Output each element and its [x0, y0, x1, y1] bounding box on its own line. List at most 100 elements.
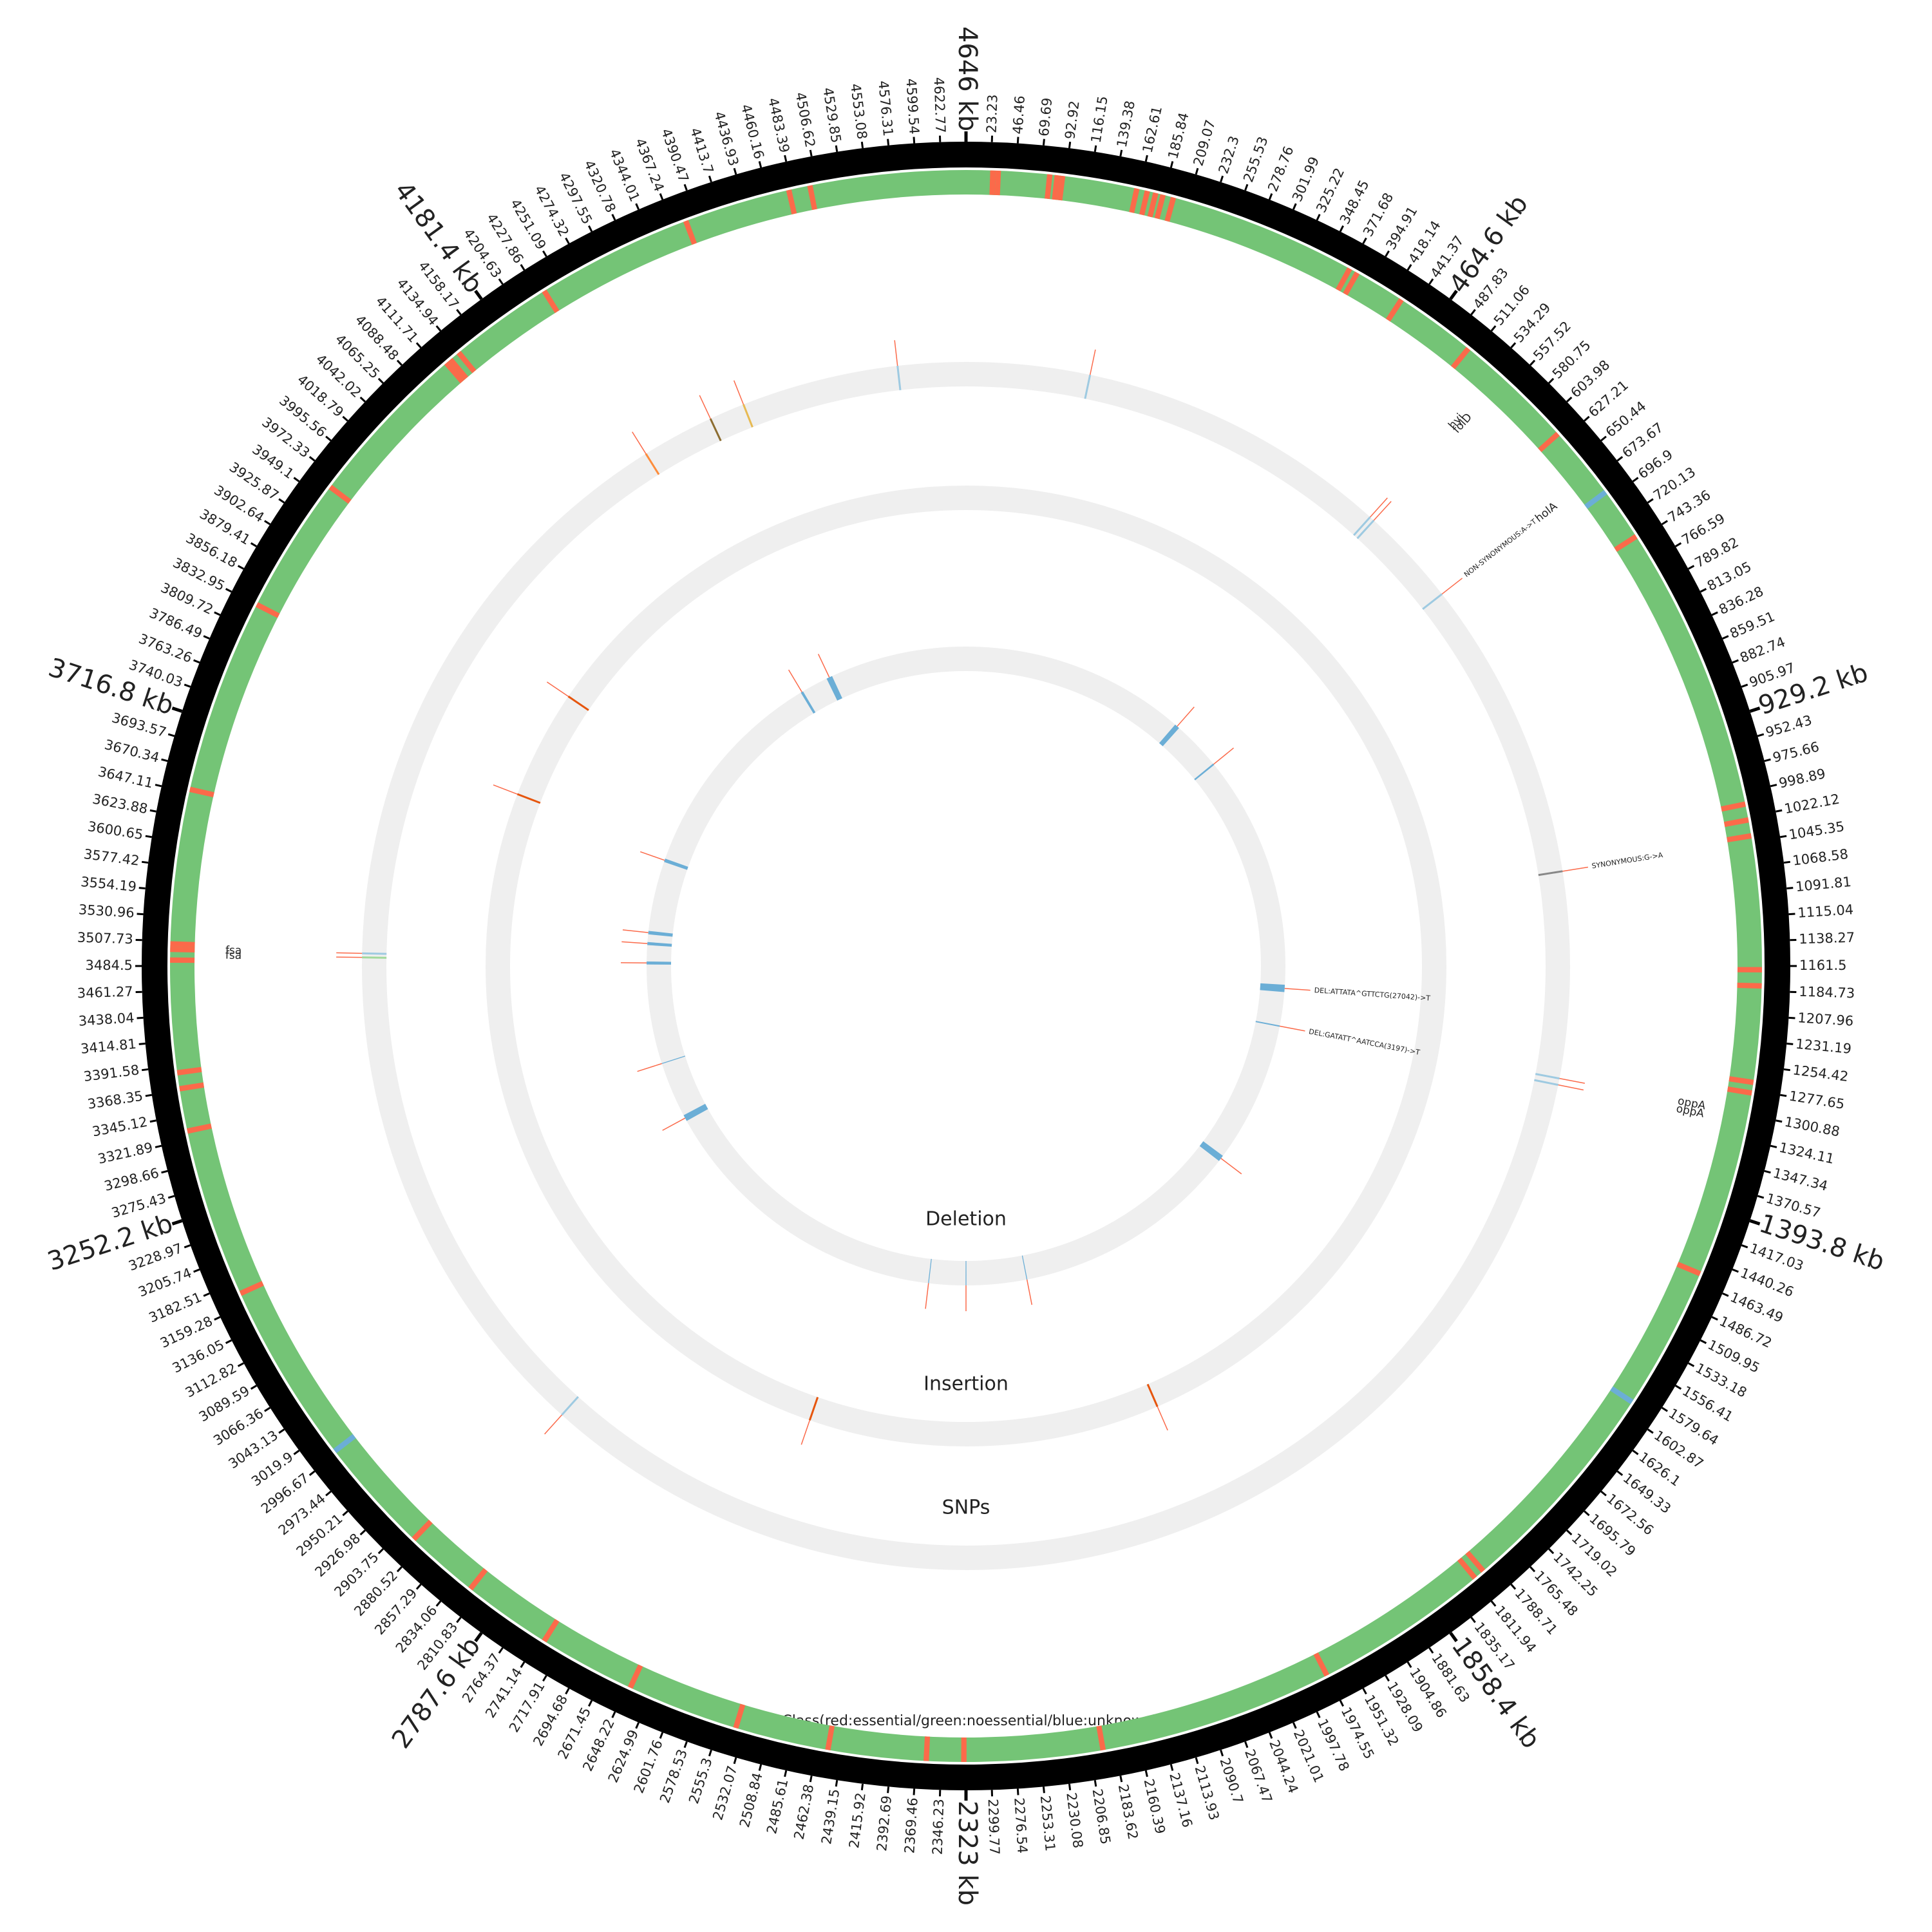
- tick-mark: [308, 456, 316, 462]
- leader-line: [632, 431, 647, 454]
- class-segment: [333, 1434, 356, 1454]
- tick-mark: [1144, 1770, 1148, 1777]
- tick-mark: [758, 1764, 762, 1771]
- deletion-segment: [661, 1056, 686, 1065]
- tick-mark: [635, 1722, 640, 1729]
- tick-label: 1068.58: [1792, 846, 1849, 869]
- tick-mark: [225, 588, 232, 593]
- tick-mark: [145, 1094, 152, 1097]
- major-tick-mark: [1749, 1219, 1761, 1226]
- tick-label: 2230.08: [1063, 1792, 1086, 1849]
- tick-mark: [1647, 498, 1654, 504]
- class-segment: [170, 957, 195, 963]
- tick-label: 3507.73: [77, 930, 133, 947]
- feature-mark: [1084, 374, 1092, 399]
- class-segment: [1465, 1550, 1486, 1573]
- tick-label: 2508.84: [737, 1771, 766, 1829]
- tick-label: 1138.27: [1799, 930, 1855, 947]
- tick-mark: [1428, 278, 1434, 285]
- leader-line: [699, 395, 711, 419]
- leader-line: [1157, 1406, 1168, 1431]
- class-segment: [989, 170, 996, 195]
- tick-mark: [149, 809, 156, 813]
- class-segment: [179, 1082, 204, 1092]
- leader-line: [1562, 866, 1589, 872]
- tick-label: 2067.47: [1242, 1747, 1275, 1805]
- tick-label: 3484.5: [86, 958, 133, 973]
- tick-mark: [167, 1195, 175, 1199]
- tick-mark: [1195, 167, 1199, 175]
- tick-mark: [809, 1776, 813, 1783]
- class-segment: [1723, 817, 1749, 828]
- feature-mark: [561, 1396, 579, 1416]
- major-tick-mark: [171, 706, 183, 713]
- tick-label: 998.89: [1777, 766, 1827, 791]
- tick-mark: [1362, 1687, 1367, 1695]
- tick-mark: [835, 145, 838, 152]
- leader-line: [1089, 349, 1096, 375]
- tick-mark: [1490, 1600, 1497, 1607]
- deletion-segment: [1021, 1255, 1028, 1280]
- tick-label: 4622.77: [931, 77, 949, 133]
- class-segment: [1336, 267, 1352, 292]
- tick-label: 4460.16: [738, 102, 767, 160]
- tick-label: 1091.81: [1795, 874, 1852, 895]
- tick-label: 3298.66: [102, 1165, 160, 1194]
- tick-mark: [155, 1144, 162, 1148]
- tick-mark: [588, 1700, 593, 1707]
- tick-mark: [1490, 325, 1497, 332]
- major-tick-mark: [474, 1632, 483, 1642]
- tick-label: 2183.62: [1115, 1783, 1141, 1841]
- feature-mark: [896, 365, 902, 390]
- tick-label: 4483.39: [765, 97, 792, 155]
- tick-label: 278.76: [1265, 144, 1296, 194]
- class-segment: [1164, 196, 1177, 222]
- tick-label: 232.3: [1216, 134, 1242, 176]
- tick-mark: [1566, 396, 1573, 402]
- tick-mark: [149, 1119, 156, 1123]
- class-segment: [176, 1066, 202, 1075]
- tick-mark: [565, 1687, 570, 1695]
- tick-mark: [293, 477, 300, 482]
- tick-label: 301.99: [1289, 155, 1322, 204]
- leader-line: [622, 929, 649, 933]
- class-segment: [1727, 833, 1752, 843]
- tick-mark: [325, 435, 332, 442]
- class-segment: [1676, 1262, 1701, 1276]
- leader-line: [1220, 1158, 1242, 1175]
- leader-line: [336, 956, 363, 958]
- tick-label: 2299.77: [985, 1799, 1003, 1855]
- tick-mark: [1244, 1741, 1249, 1748]
- tick-mark: [1616, 456, 1624, 462]
- deletion-segment: [1260, 983, 1285, 992]
- tick-label: 4529.85: [820, 86, 844, 144]
- tick-mark: [1530, 1566, 1536, 1573]
- tick-label: 325.22: [1313, 166, 1347, 215]
- tick-mark: [1094, 145, 1097, 152]
- gene-label: fsa: [225, 944, 242, 958]
- class-segment: [328, 484, 352, 504]
- tick-mark: [542, 1674, 547, 1682]
- leader-line: [637, 1063, 662, 1072]
- gene-label: holA: [1533, 500, 1560, 525]
- leader-line: [662, 1117, 686, 1131]
- tick-mark: [1770, 784, 1777, 788]
- feature-mark: [709, 418, 722, 442]
- tick-mark: [1584, 415, 1590, 422]
- tick-mark: [1584, 1510, 1590, 1517]
- tick-label: 2137.16: [1166, 1771, 1195, 1829]
- class-segment: [1727, 1086, 1752, 1096]
- tick-mark: [1600, 435, 1607, 442]
- class-segment: [627, 1664, 643, 1689]
- tick-mark: [264, 520, 271, 526]
- tick-mark: [359, 396, 366, 402]
- tick-label: 1207.96: [1797, 1010, 1854, 1028]
- tick-label: 2415.92: [846, 1792, 869, 1849]
- tick-mark: [835, 1780, 838, 1787]
- tick-mark: [1687, 565, 1695, 570]
- class-segment: [961, 1737, 967, 1762]
- class-segment: [1721, 801, 1746, 812]
- tick-mark: [1757, 733, 1765, 737]
- tick-label: 3647.11: [97, 764, 155, 791]
- tick-mark: [659, 1732, 664, 1739]
